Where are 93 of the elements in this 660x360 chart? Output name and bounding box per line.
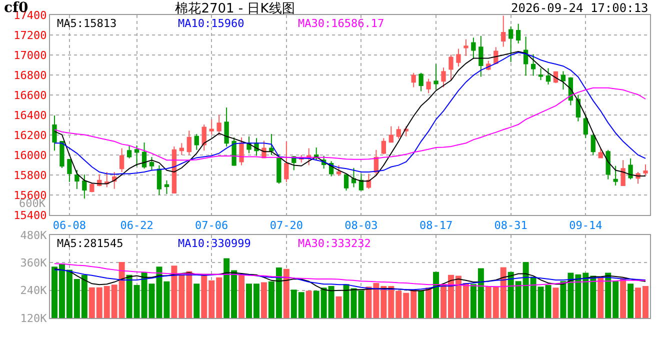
text: MA30:333232 — [298, 237, 371, 250]
x-tick-label: 06-22 — [120, 219, 154, 232]
candlestick — [156, 164, 162, 196]
chart-title: 棉花2701 - 日K线图 — [175, 2, 295, 17]
candlestick — [576, 94, 581, 122]
candlestick — [434, 64, 438, 90]
text: MA10:15960 — [178, 17, 244, 30]
candlestick — [194, 134, 199, 150]
candlestick — [67, 159, 72, 182]
text: MA10:330999 — [178, 237, 251, 250]
candlestick — [456, 48, 461, 67]
annotation: 2026-09-24 17:00:13 — [511, 1, 648, 15]
candlestick — [508, 26, 514, 63]
candlestick — [90, 182, 94, 193]
x-tick-label: 08-31 — [494, 219, 528, 232]
candlestick — [239, 136, 244, 166]
candlestick — [583, 114, 588, 139]
x-tick-label: 08-17 — [419, 219, 453, 232]
y-tick-label: 16200 — [14, 128, 47, 142]
line-series — [54, 87, 646, 161]
y-tick-label: 120K — [20, 312, 48, 325]
y-tick-label: 17200 — [14, 28, 47, 42]
candlestick — [426, 78, 431, 94]
y-tick-label: 240K — [20, 284, 48, 298]
text: MA30:16586.17 — [298, 17, 384, 30]
candlestick — [126, 145, 132, 159]
candlestick — [52, 115, 57, 152]
candlestick — [224, 107, 229, 147]
candlestick — [396, 126, 401, 140]
candlestick — [202, 124, 206, 152]
candlestick — [186, 130, 192, 156]
candlestick — [411, 72, 416, 88]
line-series — [54, 263, 646, 288]
y-tick-label: 17000 — [14, 48, 47, 62]
candlestick — [82, 174, 87, 199]
candlestick — [60, 140, 64, 168]
candlestick — [598, 148, 603, 158]
candlestick — [464, 38, 468, 56]
candlestick — [628, 158, 633, 180]
candlestick — [336, 164, 342, 176]
candlestick — [172, 146, 177, 194]
candlestick — [119, 148, 124, 172]
candlestick — [530, 54, 536, 76]
y-tick-label: 16800 — [14, 68, 47, 82]
candlestick — [179, 142, 184, 156]
candlestick — [613, 165, 618, 186]
y-tick-label: 360K — [20, 256, 48, 270]
candlestick — [381, 138, 386, 155]
x-tick-label: 07-20 — [270, 219, 303, 232]
y-tick-label: 15400 — [14, 208, 47, 222]
candlestick — [209, 118, 214, 136]
candlestick — [418, 72, 424, 92]
candlestick — [471, 37, 476, 58]
y-tick-label: 15800 — [14, 168, 47, 182]
candlestick — [606, 149, 610, 180]
candlestick — [448, 54, 454, 81]
candlestick — [74, 170, 80, 190]
candlestick — [149, 156, 154, 171]
candlestick — [516, 23, 521, 44]
candlestick — [501, 15, 506, 48]
x-tick-label: 08-03 — [344, 219, 378, 232]
y-tick-label: 16600 — [14, 88, 47, 102]
candlestick — [643, 164, 648, 176]
candlestick — [142, 142, 147, 170]
candlestick — [538, 68, 544, 81]
candlestick — [134, 145, 140, 167]
x-tick-label: 07-06 — [195, 219, 228, 232]
x-tick-label: 09-14 — [569, 219, 603, 232]
candlestick — [284, 140, 289, 183]
candlestick — [560, 70, 566, 90]
candlestick — [590, 134, 596, 156]
x-tick-label: 06-08 — [52, 219, 86, 232]
y-tick-label: 480K — [20, 228, 48, 242]
candlestick — [164, 180, 170, 194]
candlestick — [358, 173, 364, 192]
candlestick — [388, 126, 394, 143]
candlestick — [351, 167, 356, 188]
candlestick — [216, 114, 222, 136]
candlestick — [523, 36, 528, 76]
series-label: MA5:281545 — [57, 237, 124, 250]
y-tick-label: 16000 — [14, 148, 47, 162]
candlestick — [366, 173, 372, 190]
candlestick — [269, 134, 274, 156]
candlestick — [478, 35, 484, 78]
candlestick — [104, 172, 110, 188]
text: MA5:15813 — [57, 17, 117, 30]
candlestick — [441, 67, 446, 88]
candlestick — [620, 160, 626, 186]
y-tick-label: 16400 — [14, 108, 47, 122]
candlestick — [232, 136, 236, 166]
candlestick — [344, 174, 349, 192]
candlestick — [276, 154, 282, 184]
candlestick — [546, 68, 551, 85]
